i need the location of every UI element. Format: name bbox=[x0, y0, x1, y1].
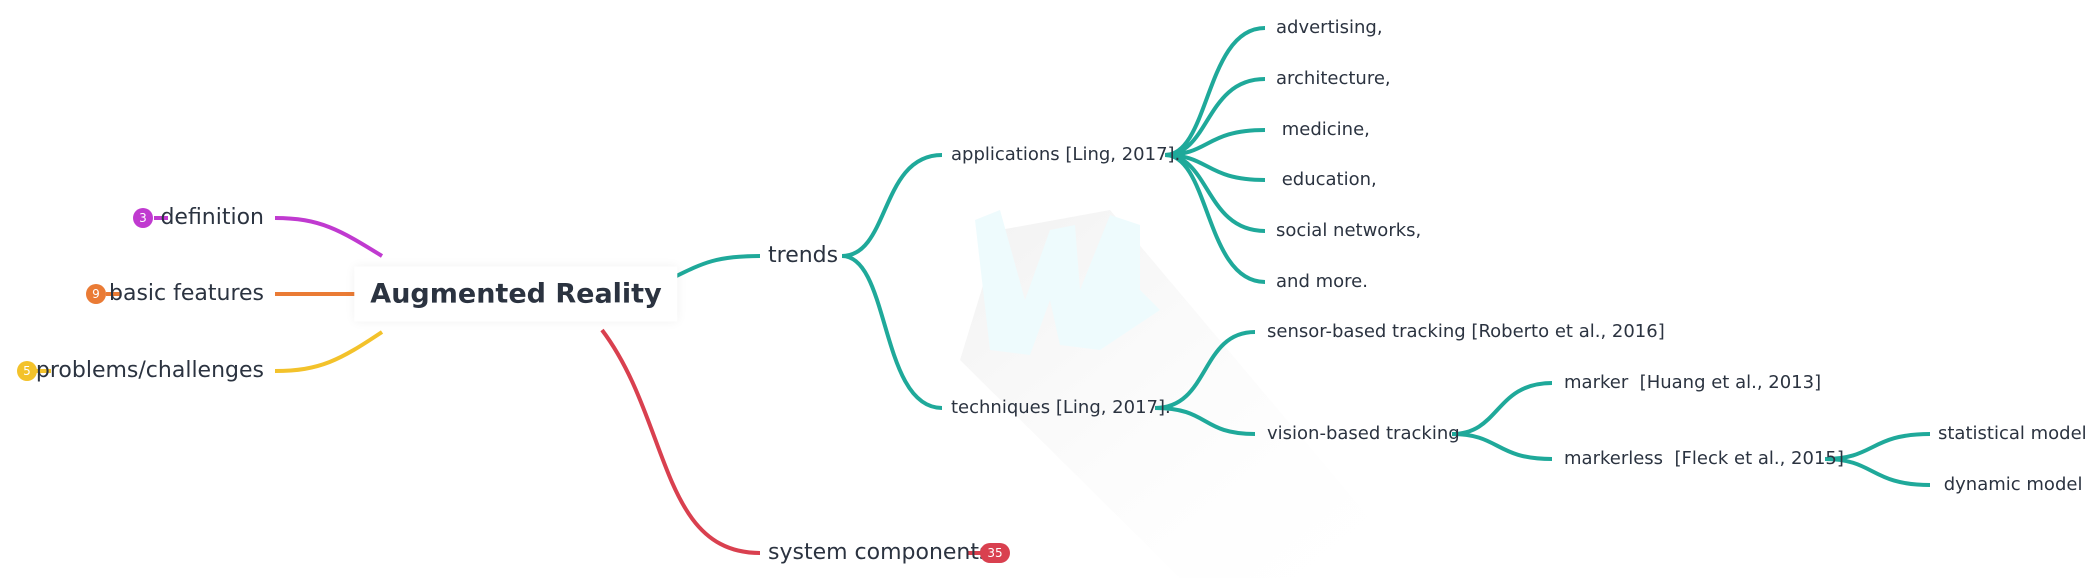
topic-marker[interactable]: marker [Huang et al., 2013] bbox=[1564, 374, 1821, 401]
topic-architecture-label: architecture, bbox=[1276, 68, 1391, 89]
topic-sensor-based-tracking-label: sensor-based tracking [Roberto et al., 2… bbox=[1267, 321, 1665, 342]
basic-features-count-badge[interactable]: 9 bbox=[86, 284, 106, 304]
topic-advertising[interactable]: advertising, bbox=[1276, 19, 1383, 46]
topic-trends-label: trends bbox=[768, 243, 839, 268]
link-root-definition bbox=[274, 216, 384, 258]
problems-count-badge[interactable]: 5 bbox=[17, 361, 37, 381]
topic-social-networks[interactable]: social networks, bbox=[1276, 222, 1421, 249]
topic-definition-label: definition bbox=[160, 205, 264, 230]
link-vision-markerless bbox=[1451, 432, 1553, 461]
link-trends-applications bbox=[841, 153, 943, 258]
topic-definition[interactable]: definition bbox=[160, 207, 368, 240]
link-app-architecture bbox=[1164, 77, 1266, 157]
topic-and-more-label: and more. bbox=[1276, 271, 1368, 292]
topic-system-components[interactable]: system components bbox=[768, 542, 990, 575]
topic-vision-based-tracking[interactable]: vision-based tracking bbox=[1267, 425, 1460, 452]
link-app-advertising bbox=[1164, 26, 1266, 157]
topic-problems-challenges[interactable]: problems/challenges bbox=[36, 360, 492, 393]
topic-system-components-label: system components bbox=[768, 540, 991, 565]
topic-statistical-model[interactable]: statistical model bbox=[1938, 425, 2087, 452]
topic-basic-features-label: basic features bbox=[109, 281, 264, 306]
root-topic[interactable]: Augmented Reality bbox=[354, 266, 678, 322]
topic-vision-based-tracking-label: vision-based tracking bbox=[1267, 423, 1460, 444]
topic-applications-label: applications [Ling, 2017]. bbox=[951, 144, 1181, 165]
system-components-count-badge[interactable]: 35 bbox=[980, 543, 1010, 563]
topic-applications[interactable]: applications [Ling, 2017]. bbox=[951, 146, 1180, 173]
link-tech-vision bbox=[1154, 406, 1256, 436]
topic-techniques[interactable]: techniques [Ling, 2017]. bbox=[951, 399, 1171, 426]
link-root-system-components bbox=[600, 328, 761, 555]
topic-problems-challenges-label: problems/challenges bbox=[35, 358, 264, 383]
topic-advertising-label: advertising, bbox=[1276, 17, 1383, 38]
topic-marker-label: marker [Huang et al., 2013] bbox=[1564, 372, 1822, 393]
topic-markerless[interactable]: markerless [Fleck et al., 2015] bbox=[1564, 450, 1844, 477]
topic-architecture[interactable]: architecture, bbox=[1276, 70, 1391, 97]
topic-and-more[interactable]: and more. bbox=[1276, 273, 1368, 300]
topic-techniques-label: techniques [Ling, 2017]. bbox=[951, 397, 1171, 418]
topic-basic-features[interactable]: basic features bbox=[109, 283, 419, 316]
link-markerless-dynamic bbox=[1824, 457, 1931, 487]
link-trends-techniques bbox=[841, 254, 943, 410]
link-vision-marker bbox=[1451, 381, 1553, 436]
topic-education[interactable]: education, bbox=[1276, 171, 1377, 198]
topic-sensor-based-tracking[interactable]: sensor-based tracking [Roberto et al., 2… bbox=[1267, 323, 1665, 350]
topic-social-networks-label: social networks, bbox=[1276, 220, 1422, 241]
topic-markerless-label: markerless [Fleck et al., 2015] bbox=[1564, 448, 1844, 469]
topic-education-label: education, bbox=[1276, 169, 1377, 190]
link-root-problems bbox=[274, 330, 384, 373]
link-tech-sensor bbox=[1154, 330, 1256, 410]
topic-dynamic-model-label: dynamic model bbox=[1938, 474, 2083, 495]
link-app-and-more bbox=[1164, 153, 1266, 284]
topic-dynamic-model[interactable]: dynamic model bbox=[1938, 476, 2083, 503]
topic-statistical-model-label: statistical model bbox=[1938, 423, 2087, 444]
definition-count-badge[interactable]: 3 bbox=[133, 208, 153, 228]
topic-trends[interactable]: trends bbox=[768, 245, 838, 278]
topic-medicine[interactable]: medicine, bbox=[1276, 121, 1370, 148]
topic-medicine-label: medicine, bbox=[1276, 119, 1370, 140]
